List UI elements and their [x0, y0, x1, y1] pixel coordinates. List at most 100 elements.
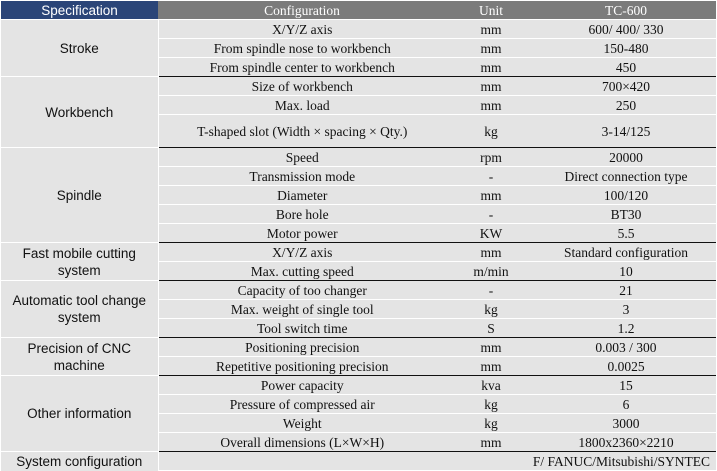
category-cell: Fast mobile cutting system [1, 242, 159, 281]
unit-cell: m/min [446, 261, 536, 281]
category-cell: Precision of CNC machine [1, 337, 159, 376]
unit-cell: mm [446, 38, 536, 58]
system-configuration-label: System configuration [1, 451, 159, 471]
value-cell: 1.2 [536, 318, 716, 338]
unit-cell: mm [446, 185, 536, 205]
unit-cell: mm [446, 19, 536, 39]
configuration-cell: Max. weight of single tool [158, 299, 446, 319]
table-row: Tool switch time S 1.2 [1, 318, 716, 338]
unit-cell: mm [446, 242, 536, 262]
configuration-cell: Speed [158, 147, 446, 167]
table-row: Weight kg 3000 [1, 413, 716, 433]
table-row: Fast mobile cutting system X/Y/Z axis mm St… [1, 242, 716, 281]
table-row: From spindle nose to workbench mm 150-480 [1, 38, 716, 58]
table-row: From spindle center to workbench mm 450 [1, 57, 716, 77]
configuration-cell: Motor power [158, 223, 446, 243]
value-cell: 10 [536, 261, 716, 281]
table-row: Pressure of compressed air kg 6 [1, 394, 716, 414]
category-cell: Other information [1, 375, 159, 452]
value-cell: BT30 [536, 204, 716, 224]
configuration-cell: Positioning precision [158, 337, 446, 357]
configuration-cell: Overall dimensions (L×W×H) [158, 432, 446, 452]
unit-cell: mm [446, 95, 536, 115]
configuration-cell: X/Y/Z axis [158, 19, 446, 39]
unit-cell: kg [446, 394, 536, 414]
table-row: Motor power KW 5.5 [1, 223, 716, 243]
table-row: Transmission mode - Direct connection type [1, 166, 716, 186]
unit-cell: - [446, 166, 536, 186]
table-row: Automatic tool change system Capacity of … [1, 280, 716, 338]
header-model: TC-600 [536, 1, 716, 20]
value-cell: 1800x2360×2210 [536, 432, 716, 452]
unit-cell: KW [446, 223, 536, 243]
value-cell: 20000 [536, 147, 716, 167]
table-row: Max. weight of single tool kg 3 [1, 299, 716, 319]
configuration-cell: Transmission mode [158, 166, 446, 186]
unit-cell: mm [446, 337, 536, 357]
category-cell: Stroke [1, 19, 159, 77]
system-configuration-value: F/ FANUC/Mitsubishi/SYNTEC [158, 451, 716, 471]
configuration-cell: Power capacity [158, 375, 446, 395]
unit-cell: - [446, 280, 536, 300]
table-row: Other information Power capacity kva 15 [1, 375, 716, 452]
table-row: Max. load mm 250 [1, 95, 716, 115]
unit-cell: mm [446, 432, 536, 452]
configuration-cell: Capacity of too changer [158, 280, 446, 300]
value-cell: 0.0025 [536, 356, 716, 376]
value-cell: 0.003 / 300 [536, 337, 716, 357]
table-row: Repetitive positioning precision mm 0.0025 [1, 356, 716, 376]
header-configuration: Configuration [158, 1, 446, 20]
configuration-cell: Weight [158, 413, 446, 433]
value-cell: 450 [536, 57, 716, 77]
value-cell: 100/120 [536, 185, 716, 205]
configuration-cell: Max. cutting speed [158, 261, 446, 281]
value-cell: 700×420 [536, 76, 716, 96]
value-cell: 150-480 [536, 38, 716, 58]
unit-cell: - [446, 204, 536, 224]
unit-cell: kg [446, 413, 536, 433]
header-unit: Unit [446, 1, 536, 20]
value-cell: 6 [536, 394, 716, 414]
configuration-cell: Tool switch time [158, 318, 446, 338]
table-body: Stroke X/Y/Z axis mm 600/ 400/ 330 From spin… [1, 19, 716, 471]
header-specification: Specification [1, 1, 158, 20]
table-row: T-shaped slot (Width × spacing × Qty.) kg… [1, 114, 716, 148]
unit-cell: mm [446, 57, 536, 77]
configuration-cell: T-shaped slot (Width × spacing × Qty.) [158, 114, 446, 148]
value-cell: 5.5 [536, 223, 716, 243]
value-cell: 3-14/125 [536, 114, 716, 148]
configuration-cell: From spindle center to workbench [158, 57, 446, 77]
table-header-row: Specification Configuration Unit TC-600 [1, 1, 716, 20]
value-cell: 21 [536, 280, 716, 300]
table-row: Diameter mm 100/120 [1, 185, 716, 205]
table-row: Stroke X/Y/Z axis mm 600/ 400/ 330 [1, 19, 716, 77]
table-row: Workbench Size of workbench mm 700×420 [1, 76, 716, 148]
unit-cell: rpm [446, 147, 536, 167]
unit-cell: kva [446, 375, 536, 395]
value-cell: 3 [536, 299, 716, 319]
category-cell: Workbench [1, 76, 159, 148]
configuration-cell: Repetitive positioning precision [158, 356, 446, 376]
unit-cell: kg [446, 299, 536, 319]
configuration-cell: Max. load [158, 95, 446, 115]
table-row: Bore hole - BT30 [1, 204, 716, 224]
category-cell: Spindle [1, 147, 159, 243]
configuration-cell: Size of workbench [158, 76, 446, 96]
configuration-cell: X/Y/Z axis [158, 242, 446, 262]
table-row: Precision of CNC machine Positioning prec… [1, 337, 716, 376]
configuration-cell: Diameter [158, 185, 446, 205]
unit-cell: mm [446, 356, 536, 376]
category-cell: Automatic tool change system [1, 280, 159, 338]
value-cell: 600/ 400/ 330 [536, 19, 716, 39]
table-row: Max. cutting speed m/min 10 [1, 261, 716, 281]
table-row: Overall dimensions (L×W×H) mm 1800x2360×22… [1, 432, 716, 452]
unit-cell: mm [446, 76, 536, 96]
system-configuration-row: System configuration F/ FANUC/Mitsubishi/… [1, 451, 716, 471]
value-cell: 15 [536, 375, 716, 395]
unit-cell: kg [446, 114, 536, 148]
configuration-cell: From spindle nose to workbench [158, 38, 446, 58]
value-cell: 3000 [536, 413, 716, 433]
value-cell: Standard configuration [536, 242, 716, 262]
unit-cell: S [446, 318, 536, 338]
